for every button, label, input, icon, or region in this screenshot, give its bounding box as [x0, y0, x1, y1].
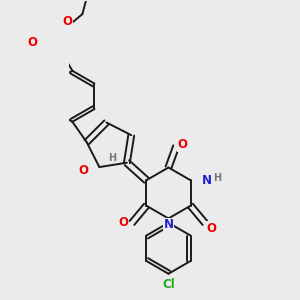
Text: O: O	[206, 222, 217, 235]
Text: N: N	[164, 218, 173, 232]
Text: O: O	[27, 36, 38, 49]
Text: H: H	[108, 153, 116, 164]
Text: O: O	[79, 164, 88, 177]
Text: H: H	[213, 173, 221, 183]
Text: O: O	[118, 216, 128, 230]
Text: Cl: Cl	[162, 278, 175, 291]
Text: N: N	[201, 174, 212, 187]
Text: O: O	[62, 15, 73, 28]
Text: O: O	[178, 138, 188, 151]
